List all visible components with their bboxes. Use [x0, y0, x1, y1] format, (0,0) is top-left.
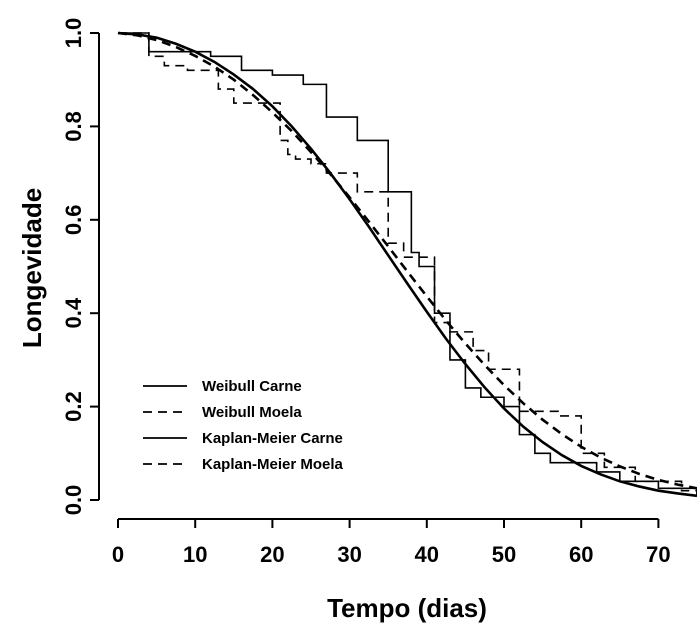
y-tick-label: 0.6 — [61, 205, 86, 236]
x-tick-label: 10 — [183, 542, 207, 567]
y-tick-label: 1.0 — [61, 18, 86, 49]
x-tick-label: 50 — [492, 542, 516, 567]
y-tick-label: 0.2 — [61, 391, 86, 422]
series-layer — [117, 31, 697, 498]
legend-label: Weibull Carne — [202, 378, 302, 395]
y-tick-label: 0.8 — [61, 111, 86, 142]
legend-label: Kaplan-Meier Moela — [202, 456, 344, 473]
y-tick-label: 0.0 — [61, 485, 86, 516]
legend-label: Kaplan-Meier Carne — [202, 430, 343, 447]
y-tick-label: 0.4 — [61, 297, 86, 328]
axes-layer: 0 10 20 30 40 50 60 70 0.0 0.2 0.4 0.6 0.8 1.0 — [61, 18, 671, 567]
legend-label: Weibull Moela — [202, 404, 302, 421]
series-line-3 — [118, 32, 697, 496]
x-axis-title: Tempo (dias) — [327, 593, 487, 623]
x-tick-label: 40 — [415, 542, 439, 567]
legend: Weibull Carne Weibull Moela Kaplan-Meier C… — [143, 378, 344, 473]
x-tick-label: 30 — [337, 542, 361, 567]
x-tick-label: 0 — [112, 542, 124, 567]
series-line-2 — [118, 32, 697, 496]
y-axis-title: Longevidade — [17, 188, 47, 348]
x-tick-label: 60 — [569, 542, 593, 567]
x-tick-label: 20 — [260, 542, 284, 567]
series-line-0 — [117, 31, 697, 498]
x-tick-label: 70 — [646, 542, 670, 567]
